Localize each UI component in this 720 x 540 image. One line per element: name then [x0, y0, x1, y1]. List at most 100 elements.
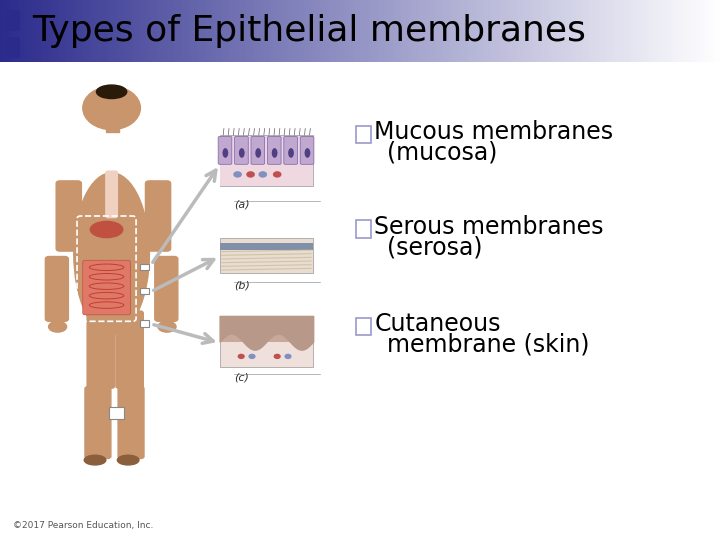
FancyBboxPatch shape — [116, 311, 143, 388]
FancyBboxPatch shape — [85, 387, 111, 458]
Bar — [247, 0, 250, 62]
Bar — [598, 0, 600, 62]
Bar — [600, 0, 603, 62]
Bar — [691, 0, 693, 62]
Bar — [356, 126, 371, 143]
Circle shape — [273, 171, 282, 178]
Bar — [360, 0, 362, 62]
Bar — [391, 0, 394, 62]
Bar — [356, 220, 371, 238]
Ellipse shape — [158, 321, 176, 332]
Bar — [281, 0, 283, 62]
Text: (serosa): (serosa) — [387, 235, 483, 259]
Bar — [581, 0, 583, 62]
Bar — [96, 0, 99, 62]
Bar — [50, 0, 53, 62]
Bar — [379, 0, 382, 62]
Bar — [34, 0, 36, 62]
Bar — [276, 0, 279, 62]
Bar — [341, 0, 343, 62]
Bar — [588, 0, 590, 62]
Bar — [220, 316, 313, 367]
Bar — [12, 0, 14, 62]
Bar — [701, 0, 703, 62]
Bar — [41, 0, 43, 62]
Bar — [677, 0, 679, 62]
Bar — [713, 0, 715, 62]
Bar — [348, 0, 351, 62]
Bar — [667, 0, 670, 62]
Bar — [646, 0, 648, 62]
Bar — [254, 0, 257, 62]
Bar — [425, 0, 427, 62]
Bar — [626, 0, 629, 62]
Bar — [315, 0, 317, 62]
Bar — [132, 0, 135, 62]
Bar — [140, 264, 149, 270]
Bar — [113, 0, 115, 62]
Bar — [621, 0, 624, 62]
Bar — [499, 0, 502, 62]
Bar — [312, 0, 315, 62]
Bar — [204, 0, 207, 62]
Ellipse shape — [49, 321, 66, 332]
Bar — [513, 0, 516, 62]
Ellipse shape — [239, 148, 245, 158]
Bar — [492, 0, 495, 62]
Bar — [326, 0, 329, 62]
Bar — [14, 0, 17, 62]
Bar — [31, 0, 34, 62]
Bar — [338, 0, 341, 62]
Bar — [506, 0, 509, 62]
Ellipse shape — [256, 148, 261, 158]
Bar — [24, 0, 27, 62]
Bar — [151, 0, 153, 62]
Bar — [48, 0, 50, 62]
Text: (b): (b) — [234, 281, 250, 291]
Bar — [569, 0, 571, 62]
Bar — [365, 0, 367, 62]
Bar — [220, 165, 313, 186]
Bar — [394, 0, 396, 62]
Bar — [672, 0, 675, 62]
Bar — [209, 0, 211, 62]
Bar — [617, 0, 619, 62]
Bar — [657, 0, 660, 62]
Bar — [38, 0, 41, 62]
Bar — [211, 0, 214, 62]
Bar — [230, 0, 233, 62]
Bar — [415, 0, 418, 62]
Bar — [101, 0, 103, 62]
Bar — [67, 0, 70, 62]
Bar — [189, 0, 192, 62]
Bar — [86, 0, 89, 62]
Bar — [192, 0, 194, 62]
Bar — [451, 0, 454, 62]
Bar — [545, 0, 547, 62]
Bar — [389, 0, 391, 62]
Ellipse shape — [222, 148, 228, 158]
Bar — [142, 0, 144, 62]
Bar — [300, 0, 302, 62]
Bar — [221, 0, 223, 62]
Bar — [405, 0, 408, 62]
Bar — [58, 0, 60, 62]
Bar — [643, 0, 646, 62]
Bar — [439, 0, 441, 62]
Bar — [631, 0, 634, 62]
Bar — [77, 0, 79, 62]
Bar — [199, 0, 202, 62]
Bar — [706, 0, 708, 62]
Bar — [441, 0, 444, 62]
Bar — [413, 0, 415, 62]
Bar — [122, 0, 125, 62]
Bar — [504, 0, 506, 62]
Bar — [295, 0, 297, 62]
Bar — [403, 0, 405, 62]
Bar — [619, 0, 621, 62]
Bar — [218, 0, 221, 62]
Bar — [228, 0, 230, 62]
Bar — [533, 0, 535, 62]
Bar — [495, 0, 497, 62]
Bar — [175, 0, 178, 62]
